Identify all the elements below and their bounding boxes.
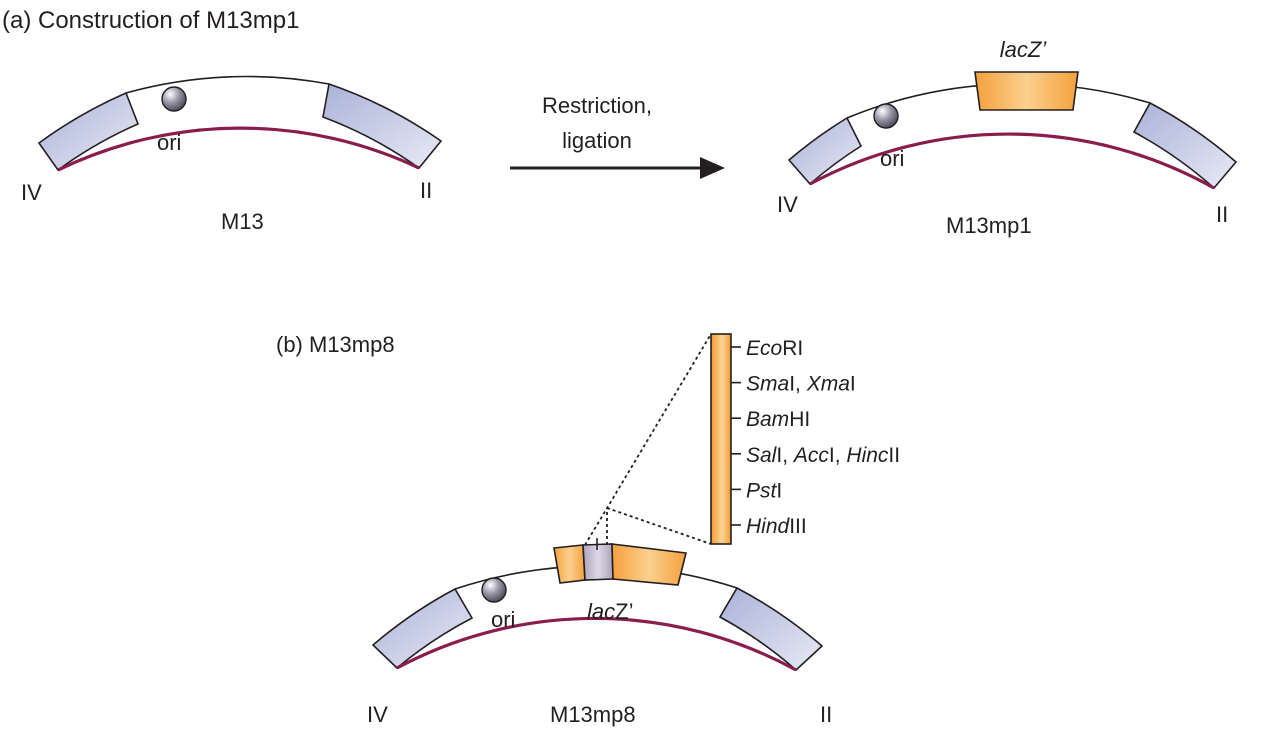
gene-ii-segment xyxy=(1132,101,1238,190)
m13mp1-plasmid: lacZ’ ori IV II M13mp1 xyxy=(777,37,1238,238)
polylinker-map: EcoRI SmaI, XmaI BamHI SalI, AccI, HincII Ps… xyxy=(710,333,900,545)
ori-label: ori xyxy=(491,607,515,632)
panel-a-title: (a) Construction of M13mp1 xyxy=(2,7,299,34)
plasmid-name: M13mp1 xyxy=(946,213,1032,238)
ori-sphere xyxy=(873,103,899,129)
dna-backbone xyxy=(396,616,797,672)
lacz-insert xyxy=(553,538,687,586)
ori-sphere xyxy=(161,86,187,112)
restriction-site-label: SmaI, XmaI xyxy=(746,373,856,396)
gene-iv-segment xyxy=(37,91,140,172)
gene-ii-segment xyxy=(322,82,443,170)
gene-ii-label: II xyxy=(420,178,432,203)
ori-label: ori xyxy=(880,146,904,171)
gene-iv-label: IV xyxy=(21,180,42,205)
lacz-insert xyxy=(974,71,1079,111)
gene-iv-label: IV xyxy=(777,192,798,217)
dna-backbone xyxy=(57,126,420,172)
restriction-site-label: PstI xyxy=(746,479,782,502)
outer-strand xyxy=(125,75,330,94)
gene-ii-label: II xyxy=(820,702,832,727)
polylinker-segment xyxy=(582,543,614,581)
restriction-site-list: EcoRI SmaI, XmaI BamHI SalI, AccI, HincII Ps… xyxy=(731,337,900,538)
gene-iv-segment xyxy=(787,116,863,186)
restriction-ligation-step: Restriction, ligation xyxy=(510,93,725,179)
restriction-site-label: EcoRI xyxy=(746,337,803,360)
lacz-left-segment xyxy=(553,544,586,584)
plasmid-name: M13mp8 xyxy=(550,702,636,727)
panel-a: (a) Construction of M13mp1 ori IV II M13… xyxy=(2,7,1238,238)
m13-plasmid: ori IV II M13 xyxy=(21,75,443,234)
ori-label: ori xyxy=(157,130,181,155)
restriction-site-label: BamHI xyxy=(746,408,810,431)
m13mp8-plasmid: ori lacZ’ IV II M13mp8 xyxy=(367,538,832,727)
gene-iv-segment xyxy=(371,587,474,670)
zoom-line-bottom xyxy=(606,507,712,545)
insert-label: lacZ’ xyxy=(1000,37,1048,62)
restriction-site-label: SalI, AccI, HincII xyxy=(746,444,900,467)
panel-b: (b) M13mp8 ori lacZ’ IV II M13mp8 xyxy=(276,332,900,727)
zoom-connector xyxy=(584,333,712,546)
plasmid-name: M13 xyxy=(221,209,264,234)
restriction-site-label: HindIII xyxy=(746,515,807,538)
gene-iv-label: IV xyxy=(367,702,388,727)
gene-ii-label: II xyxy=(1216,202,1228,227)
zoom-line-top xyxy=(584,333,712,546)
ori-sphere xyxy=(481,577,507,603)
insert-label: lacZ’ xyxy=(587,599,633,624)
lacz-right-segment xyxy=(611,543,687,586)
dna-backbone xyxy=(809,132,1215,190)
step-label-line2: ligation xyxy=(562,128,632,153)
polylinker-strip xyxy=(710,333,732,545)
panel-b-title: (b) M13mp8 xyxy=(276,332,395,357)
step-label-line1: Restriction, xyxy=(542,93,652,118)
arrow-head-icon xyxy=(700,157,725,179)
